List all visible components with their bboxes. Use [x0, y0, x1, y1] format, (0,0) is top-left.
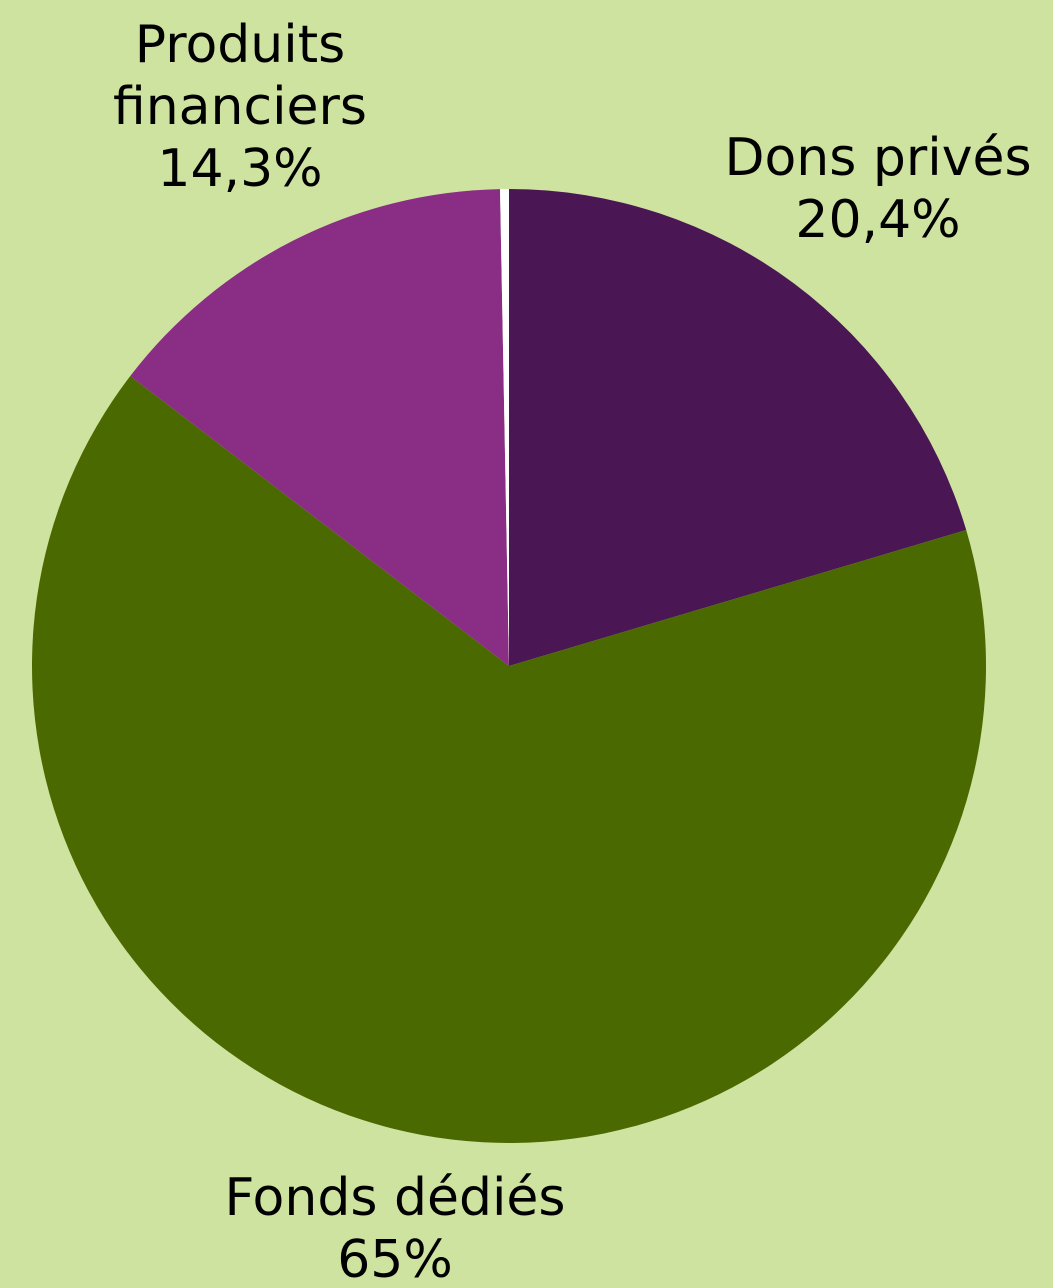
- slice-value-label-fonds-dedies: 65%: [337, 1230, 453, 1283]
- pie-slice-produits-financiers: [130, 189, 509, 666]
- slice-label-produits-financiers: financiers: [113, 77, 367, 137]
- pie-slice-fonds-dedies: [31, 376, 986, 1144]
- slice-value-label-produits-financiers: 14,3%: [157, 139, 322, 199]
- pie-slice-dons-prives: [509, 189, 967, 666]
- slice-value-label-dons-prives: 20,4%: [795, 190, 960, 250]
- slice-label-produits-financiers: Produits: [135, 15, 345, 75]
- slices-layer: [31, 188, 986, 1144]
- pie-slice-gap: [500, 188, 509, 666]
- slice-label-dons-prives: Dons privés: [724, 128, 1031, 188]
- slice-label-fonds-dedies: Fonds dédiés: [225, 1168, 566, 1228]
